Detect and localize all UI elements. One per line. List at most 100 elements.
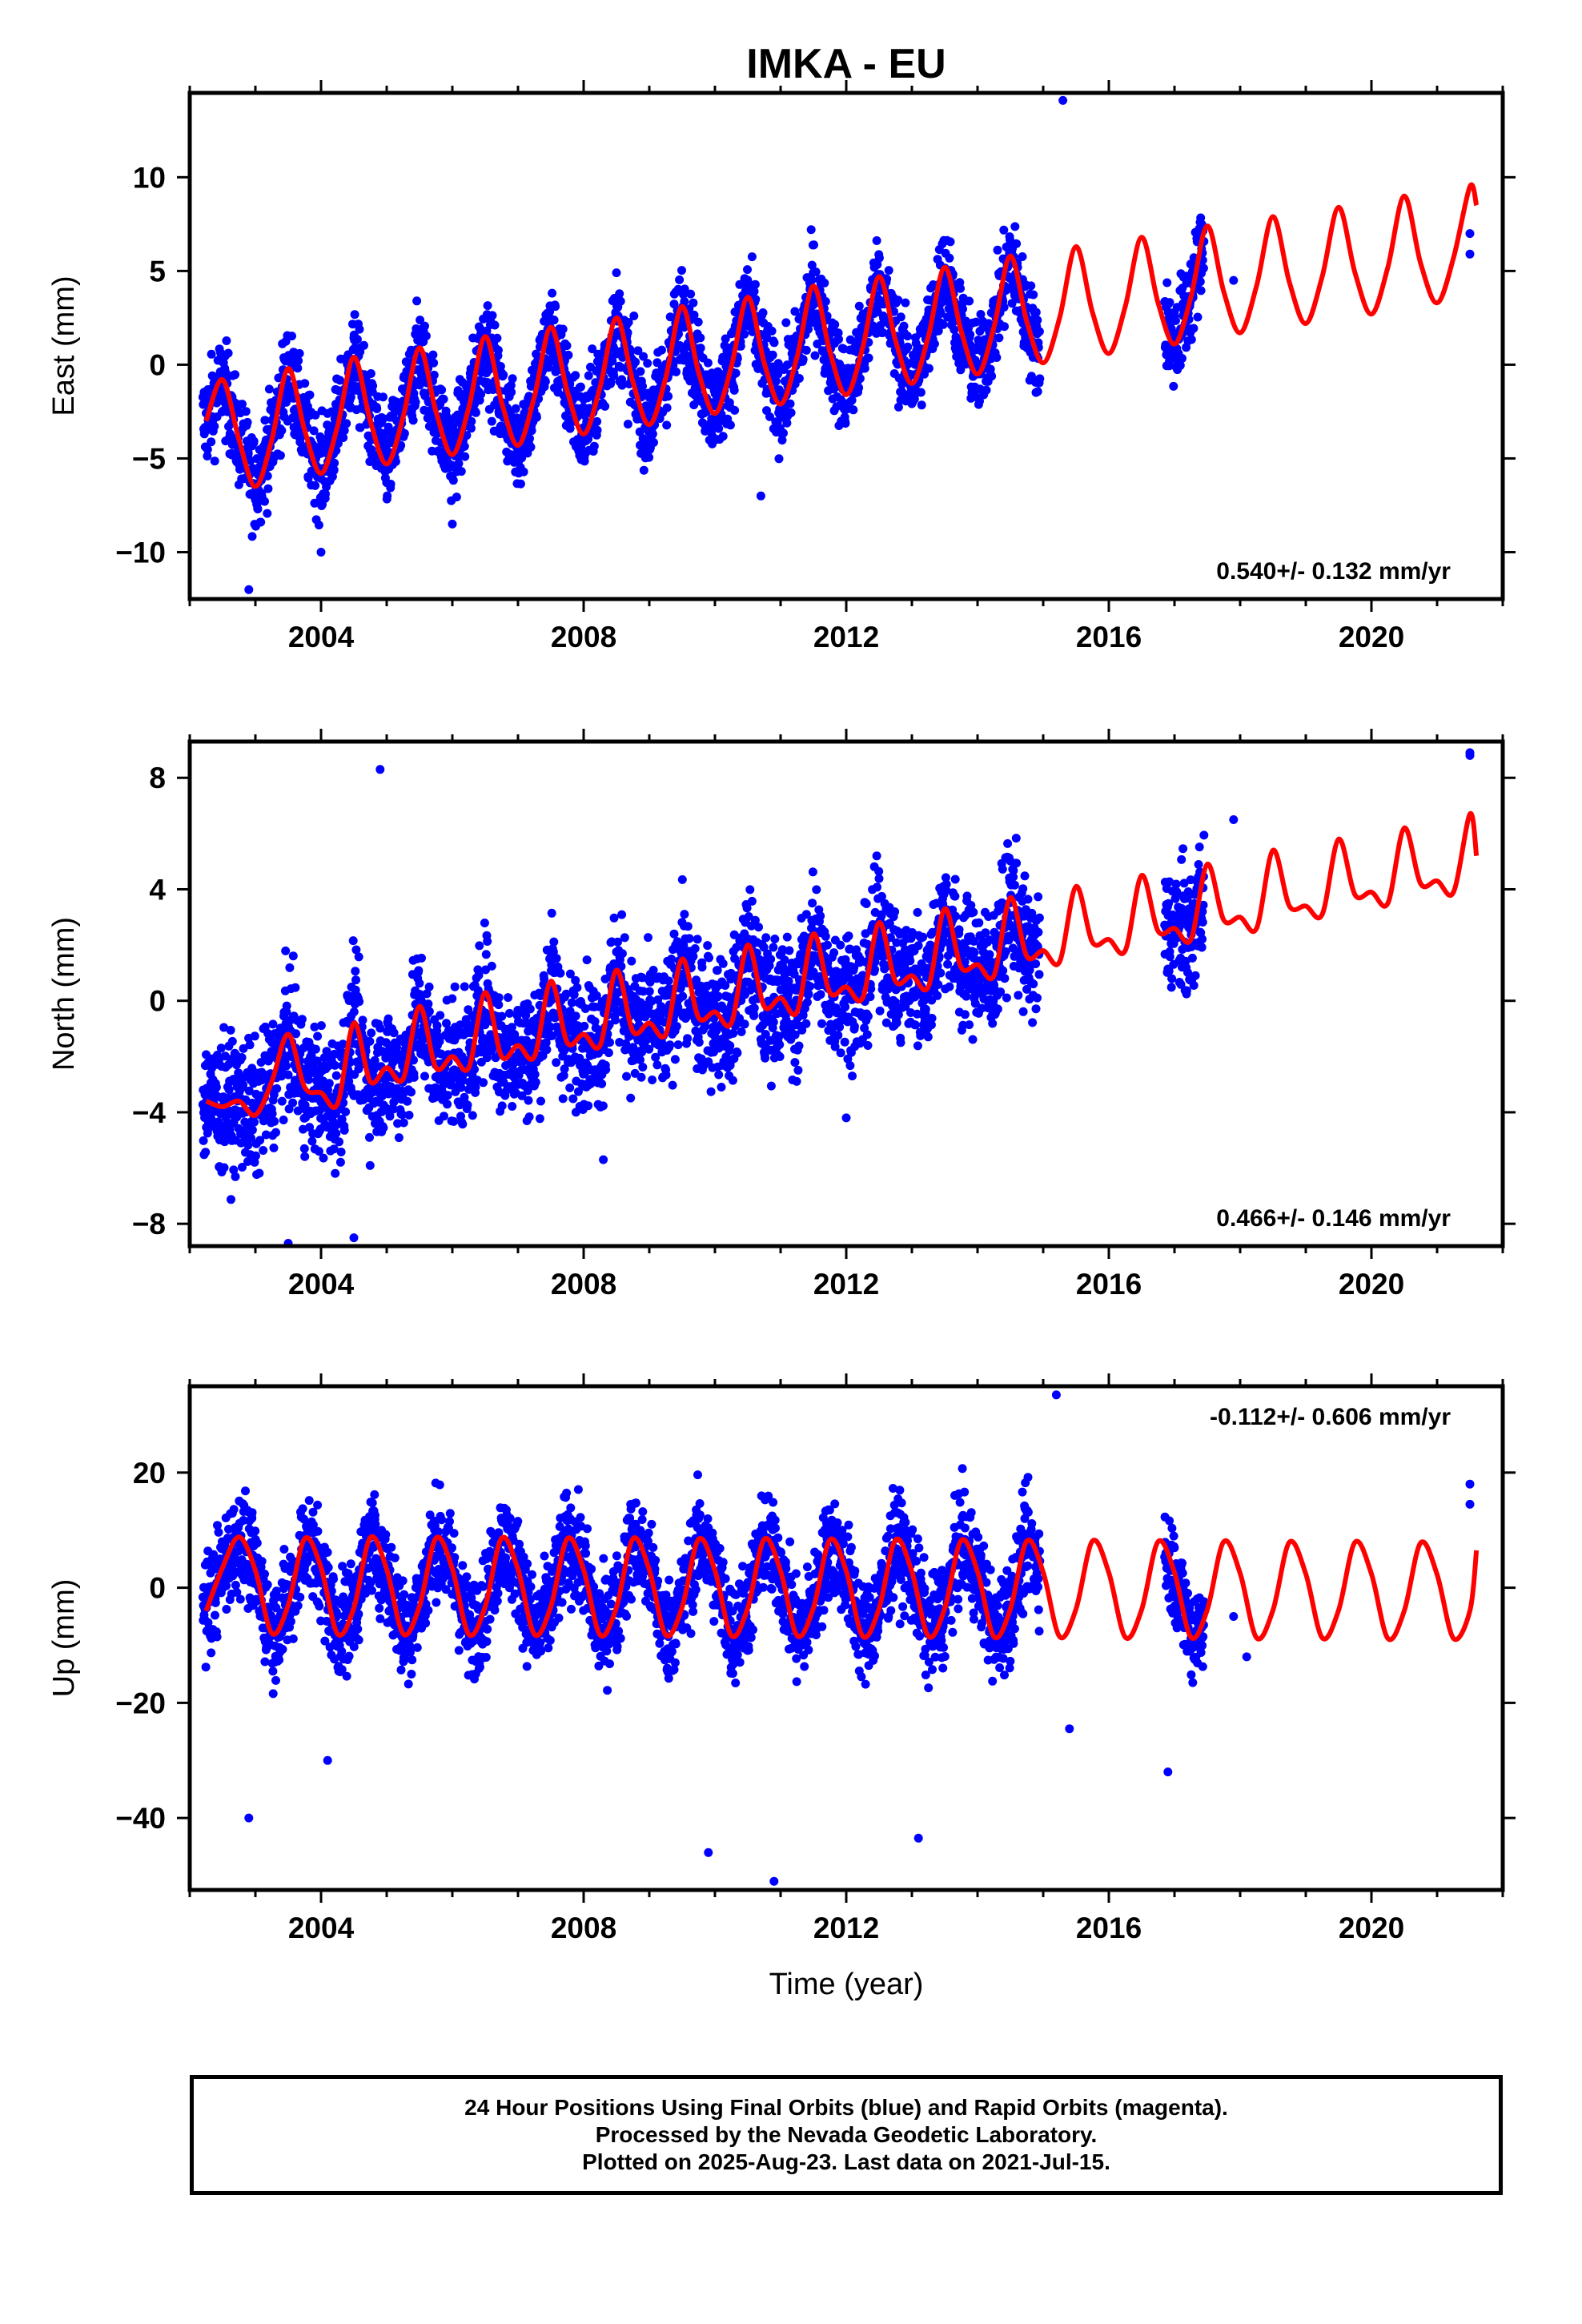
data-point-east bbox=[454, 459, 464, 468]
data-point-east bbox=[1035, 374, 1045, 384]
data-point-east bbox=[999, 303, 1009, 312]
data-point-north bbox=[331, 1128, 341, 1138]
data-point-east bbox=[971, 317, 981, 327]
data-point-north bbox=[351, 945, 361, 955]
data-point-north bbox=[525, 1004, 535, 1014]
data-point-north bbox=[494, 1000, 504, 1010]
data-point-north bbox=[569, 990, 579, 999]
data-point-north bbox=[685, 934, 694, 943]
data-point-north bbox=[349, 1007, 359, 1016]
data-point-east bbox=[295, 348, 304, 358]
data-point-east bbox=[544, 363, 553, 372]
data-point-east bbox=[966, 330, 975, 340]
data-point-east bbox=[680, 296, 689, 306]
data-point-north bbox=[460, 982, 469, 991]
data-point-east bbox=[893, 402, 903, 412]
data-point-east bbox=[476, 389, 486, 399]
data-point-north bbox=[243, 1156, 252, 1166]
data-point-east bbox=[662, 403, 672, 412]
data-point-north bbox=[424, 1007, 434, 1016]
data-point-north bbox=[530, 1070, 540, 1080]
data-point-north bbox=[543, 1014, 552, 1023]
data-point-east bbox=[649, 438, 658, 447]
data-point-north bbox=[227, 1036, 237, 1046]
data-point-north bbox=[668, 1080, 677, 1090]
x-tick-label: 2008 bbox=[551, 621, 616, 653]
data-point-east bbox=[526, 442, 536, 452]
data-point-north bbox=[494, 993, 504, 1003]
data-point-east bbox=[412, 324, 421, 333]
data-point-east bbox=[592, 416, 602, 426]
data-point-north bbox=[430, 1092, 440, 1102]
data-point-east bbox=[806, 225, 816, 235]
data-point-east bbox=[962, 316, 970, 326]
data-point-north bbox=[199, 1136, 208, 1145]
data-point-north bbox=[227, 1195, 235, 1204]
data-point-north bbox=[460, 1092, 469, 1102]
data-point-east bbox=[994, 333, 1004, 343]
data-point-east bbox=[558, 324, 568, 334]
data-point-north bbox=[464, 1005, 473, 1015]
data-point-east bbox=[703, 358, 713, 368]
data-point-east bbox=[584, 371, 593, 380]
data-point-north bbox=[341, 1107, 351, 1116]
data-point-north bbox=[271, 1128, 280, 1137]
data-point-north bbox=[523, 1086, 532, 1096]
data-point-east bbox=[355, 324, 364, 334]
data-point-north bbox=[247, 1133, 255, 1143]
data-point-east bbox=[321, 489, 330, 499]
data-point-north bbox=[201, 1148, 211, 1157]
data-point-east bbox=[519, 467, 528, 476]
data-point-north bbox=[226, 1025, 235, 1035]
data-point-north bbox=[247, 1098, 257, 1108]
data-point-north bbox=[749, 1003, 759, 1013]
data-point-north bbox=[319, 1153, 328, 1163]
data-point-east bbox=[878, 328, 888, 337]
data-point-north bbox=[693, 935, 702, 944]
outlier-point-east bbox=[1229, 275, 1239, 285]
data-point-north bbox=[761, 933, 771, 943]
data-point-east bbox=[330, 458, 339, 468]
data-point-east bbox=[429, 370, 439, 380]
data-point-north bbox=[267, 1109, 277, 1119]
data-point-north bbox=[545, 1022, 555, 1031]
data-point-east bbox=[609, 371, 619, 380]
data-point-north bbox=[709, 1014, 719, 1023]
data-point-north bbox=[769, 943, 778, 952]
data-point-east bbox=[938, 320, 948, 329]
data-point-east bbox=[765, 412, 774, 421]
data-point-north bbox=[721, 981, 730, 990]
outlier-point-east bbox=[244, 585, 254, 594]
data-point-north bbox=[261, 1130, 271, 1140]
data-point-north bbox=[365, 1160, 375, 1170]
data-point-north bbox=[717, 1083, 726, 1092]
data-point-north bbox=[449, 1116, 459, 1126]
data-point-east bbox=[680, 284, 689, 294]
model-curve-east bbox=[203, 182, 1480, 489]
data-point-north bbox=[678, 991, 688, 1001]
data-point-north bbox=[651, 1052, 661, 1062]
data-point-north bbox=[255, 1136, 265, 1145]
data-point-north bbox=[392, 1043, 401, 1052]
data-point-east bbox=[855, 374, 865, 384]
data-point-east bbox=[786, 408, 796, 417]
data-point-north bbox=[582, 955, 592, 965]
data-point-east bbox=[210, 456, 219, 466]
data-point-east bbox=[488, 311, 497, 320]
data-point-north bbox=[270, 1116, 279, 1126]
data-point-east bbox=[512, 413, 521, 423]
data-point-east bbox=[643, 359, 652, 368]
data-point-north bbox=[482, 1053, 492, 1063]
data-point-east bbox=[864, 353, 873, 363]
data-point-north bbox=[507, 1023, 516, 1032]
data-point-east bbox=[811, 267, 821, 276]
data-point-north bbox=[759, 943, 769, 952]
data-point-north bbox=[456, 1083, 466, 1092]
data-point-north bbox=[613, 937, 622, 947]
data-point-east bbox=[768, 350, 777, 360]
data-point-east bbox=[238, 400, 247, 409]
data-point-east bbox=[400, 428, 409, 438]
data-point-north bbox=[622, 1072, 631, 1081]
data-point-north bbox=[504, 993, 513, 1003]
data-point-north bbox=[580, 1021, 589, 1031]
